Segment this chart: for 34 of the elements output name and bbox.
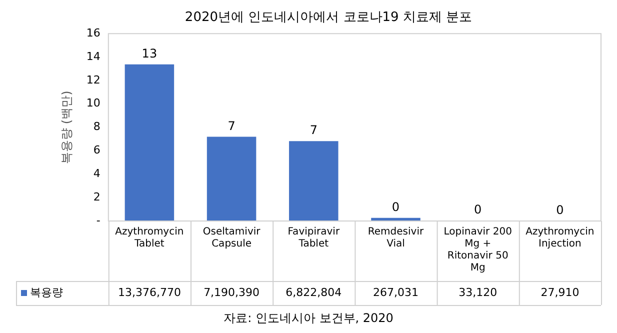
y-tick-label: 2 (93, 190, 100, 204)
chart-title: 2020년에 인도네시아에서 코로나19 치료제 분포 (184, 10, 472, 26)
bar (124, 64, 174, 221)
y-tick-label: 8 (93, 120, 100, 134)
data-label: 0 (556, 202, 564, 217)
y-tick-label: - (96, 214, 100, 227)
y-tick-label: 12 (86, 73, 100, 86)
legend-label: 복용량 (30, 286, 63, 299)
bar (289, 141, 338, 221)
text: 267,031 (373, 286, 418, 299)
y-tick-label: 4 (93, 167, 100, 180)
data-label: 7 (228, 118, 236, 133)
data-label: 0 (392, 200, 400, 214)
x-tick-label: Lopinavir 200 Mg + Ritonavir 50 Mg (444, 226, 512, 274)
text: 6,822,804 (286, 286, 342, 299)
y-axis-title: 복용량 (백만) (59, 90, 74, 164)
bar (206, 136, 256, 221)
y-tick-label: 6 (93, 144, 100, 157)
data-label: 13 (142, 46, 158, 60)
x-tick-label: Favipiravir Tablet (288, 226, 340, 250)
y-tick-label: 14 (86, 50, 100, 63)
y-tick-label: 10 (86, 96, 100, 110)
data-label: 0 (474, 202, 482, 217)
x-tick-label: Oseltamivir Capsule (202, 226, 262, 250)
text: 13,376,770 (118, 286, 181, 299)
x-tick-label: Azythromycin Injection (526, 226, 594, 250)
x-tick-label: Azythromycin Tablet (115, 226, 184, 250)
text: 7,190,390 (204, 286, 260, 299)
text: 자료: 인도네시아 보건부, 2020 (224, 311, 394, 326)
text: 33,120 (458, 286, 498, 299)
text: 27,910 (540, 286, 580, 299)
y-tick-label: 16 (86, 26, 100, 40)
data-label: 7 (310, 123, 318, 138)
x-tick-label: Remdesivir Vial (368, 226, 424, 250)
